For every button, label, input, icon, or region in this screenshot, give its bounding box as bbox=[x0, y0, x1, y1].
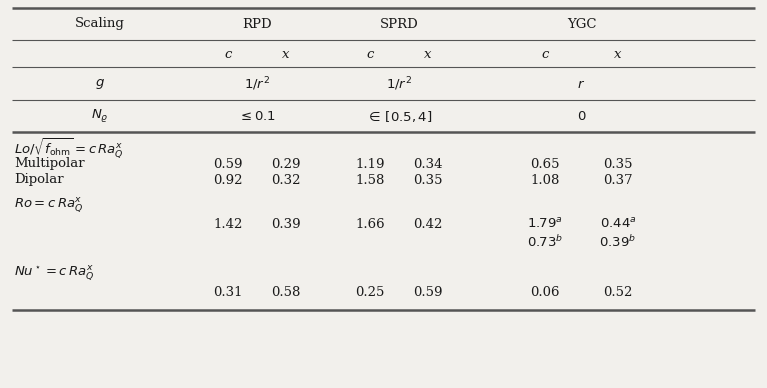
Text: c: c bbox=[542, 47, 548, 61]
Text: x: x bbox=[424, 47, 432, 61]
Text: YGC: YGC bbox=[567, 17, 596, 31]
Text: c: c bbox=[224, 47, 232, 61]
Text: Scaling: Scaling bbox=[75, 17, 125, 31]
Text: 0.59: 0.59 bbox=[413, 286, 443, 300]
Text: $0$: $0$ bbox=[577, 109, 586, 123]
Text: 0.34: 0.34 bbox=[413, 158, 443, 170]
Text: 0.65: 0.65 bbox=[530, 158, 560, 170]
Text: 0.35: 0.35 bbox=[413, 173, 443, 187]
Text: $1.79^{a}$: $1.79^{a}$ bbox=[527, 217, 563, 231]
Text: 0.06: 0.06 bbox=[530, 286, 560, 300]
Text: 0.39: 0.39 bbox=[272, 218, 301, 230]
Text: 0.31: 0.31 bbox=[213, 286, 242, 300]
Text: $r$: $r$ bbox=[578, 78, 585, 90]
Text: $0.39^{b}$: $0.39^{b}$ bbox=[600, 234, 637, 250]
Text: $N_\varrho$: $N_\varrho$ bbox=[91, 107, 109, 125]
Text: $1/r^2$: $1/r^2$ bbox=[244, 75, 270, 93]
Text: Dipolar: Dipolar bbox=[14, 173, 64, 187]
Text: 1.66: 1.66 bbox=[355, 218, 385, 230]
Text: x: x bbox=[282, 47, 290, 61]
Text: 0.92: 0.92 bbox=[213, 173, 242, 187]
Text: 0.59: 0.59 bbox=[213, 158, 242, 170]
Text: 0.52: 0.52 bbox=[604, 286, 633, 300]
Text: $0.73^{b}$: $0.73^{b}$ bbox=[527, 234, 563, 250]
Text: Multipolar: Multipolar bbox=[14, 158, 84, 170]
Text: 0.29: 0.29 bbox=[272, 158, 301, 170]
Text: $Ro = c\,Ra_Q^x$: $Ro = c\,Ra_Q^x$ bbox=[14, 197, 84, 215]
Text: $1/r^2$: $1/r^2$ bbox=[386, 75, 412, 93]
Text: 0.32: 0.32 bbox=[272, 173, 301, 187]
Text: $Lo/\sqrt{f_{\mathrm{ohm}}} = c\,Ra_Q^x$: $Lo/\sqrt{f_{\mathrm{ohm}}} = c\,Ra_Q^x$ bbox=[14, 136, 123, 160]
Text: 1.19: 1.19 bbox=[355, 158, 385, 170]
Text: ${\in}\,[0.5,4]$: ${\in}\,[0.5,4]$ bbox=[366, 109, 433, 123]
Text: ${\leq}0.1$: ${\leq}0.1$ bbox=[238, 109, 276, 123]
Text: SPRD: SPRD bbox=[380, 17, 418, 31]
Text: c: c bbox=[367, 47, 374, 61]
Text: 0.25: 0.25 bbox=[355, 286, 385, 300]
Text: 0.35: 0.35 bbox=[604, 158, 633, 170]
Text: 1.42: 1.42 bbox=[213, 218, 242, 230]
Text: 1.08: 1.08 bbox=[530, 173, 560, 187]
Text: $0.44^{a}$: $0.44^{a}$ bbox=[600, 217, 637, 231]
Text: RPD: RPD bbox=[242, 17, 272, 31]
Text: $g$: $g$ bbox=[95, 77, 105, 91]
Text: 0.58: 0.58 bbox=[272, 286, 301, 300]
Text: 1.58: 1.58 bbox=[355, 173, 385, 187]
Text: 0.37: 0.37 bbox=[603, 173, 633, 187]
Text: x: x bbox=[614, 47, 622, 61]
Text: $Nu^\star = c\,Ra_Q^x$: $Nu^\star = c\,Ra_Q^x$ bbox=[14, 265, 94, 283]
Text: 0.42: 0.42 bbox=[413, 218, 443, 230]
